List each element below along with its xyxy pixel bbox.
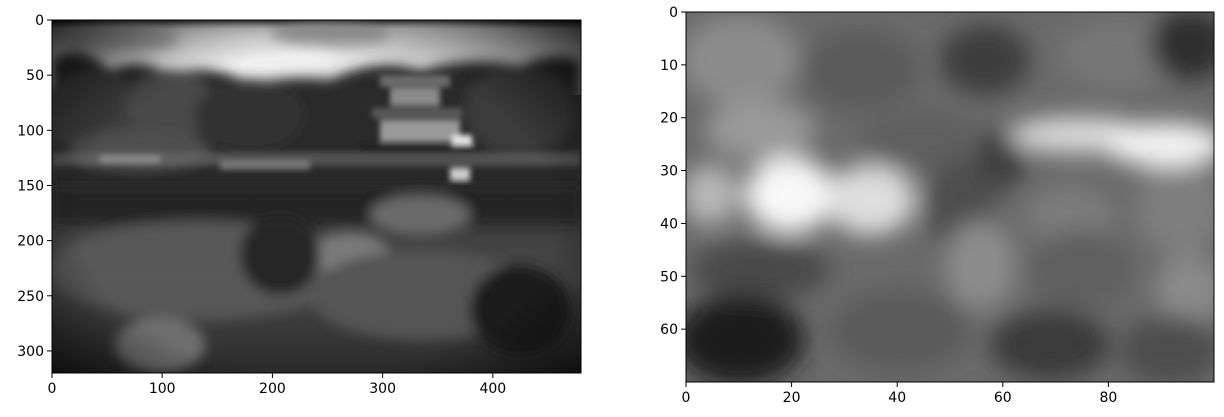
right-y-tick-label: 60: [660, 322, 678, 338]
left-image-panel: 0 100 200 300 400 0 50 100 150 200 250 300: [17, 13, 582, 397]
left-x-tick-label: 100: [149, 381, 176, 397]
right-y-tick-label: 10: [660, 58, 678, 74]
left-x-axis: 0 100 200 300 400: [48, 373, 506, 397]
left-y-tick-label: 250: [17, 289, 44, 305]
right-pixel-map-image: [686, 12, 1214, 382]
right-y-tick-label: 20: [660, 111, 678, 127]
right-y-tick-label: 40: [660, 216, 678, 232]
left-y-tick-label: 100: [17, 123, 44, 139]
left-photo-image: [52, 20, 581, 373]
left-y-tick-label: 0: [35, 13, 44, 29]
left-x-tick-label: 200: [259, 381, 286, 397]
right-x-axis: 0 20 40 60 80: [682, 382, 1117, 406]
left-y-tick-label: 300: [17, 344, 44, 360]
right-x-tick-label: 0: [682, 390, 691, 406]
left-y-tick-label: 200: [17, 234, 44, 250]
right-y-tick-label: 30: [660, 164, 678, 180]
left-plot-frame: [51, 19, 582, 374]
left-x-tick-label: 400: [479, 381, 506, 397]
left-x-tick-label: 300: [369, 381, 396, 397]
right-y-axis: 0 10 20 30 40 50 60: [660, 5, 686, 338]
left-x-tick-label: 0: [48, 381, 57, 397]
right-plot-frame: [685, 11, 1215, 383]
right-x-tick-label: 40: [888, 390, 906, 406]
left-y-tick-label: 50: [26, 68, 44, 84]
right-x-tick-label: 60: [994, 390, 1012, 406]
right-y-tick-label: 0: [669, 5, 678, 21]
right-x-tick-label: 80: [1099, 390, 1117, 406]
left-y-tick-label: 150: [17, 178, 44, 194]
left-y-axis: 0 50 100 150 200 250 300: [17, 13, 52, 360]
right-image-panel: 0 20 40 60 80 0 10 20 30 40 50 60: [660, 5, 1215, 406]
right-y-tick-label: 50: [660, 269, 678, 285]
right-x-tick-label: 20: [783, 390, 801, 406]
